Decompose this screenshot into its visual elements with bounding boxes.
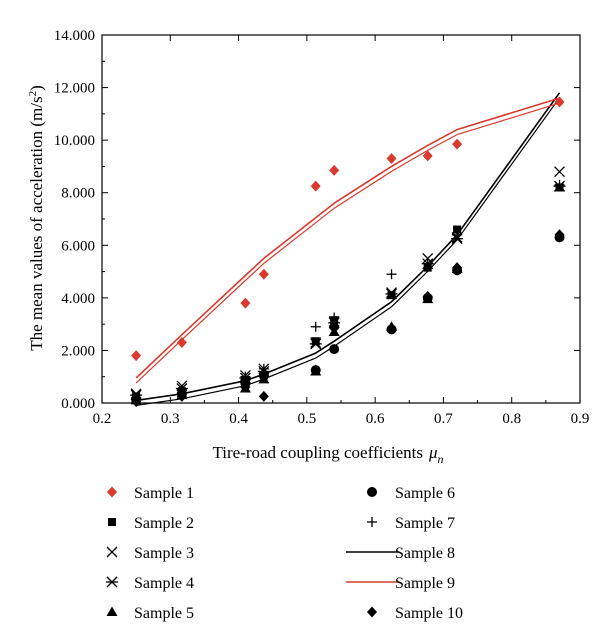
legend-label-sample-8: Sample 8	[395, 545, 455, 562]
y-tick-label: 8.000	[61, 186, 95, 202]
legend-label-sample-7: Sample 7	[395, 515, 455, 532]
x-axis-title-symbol: μ	[428, 443, 438, 462]
legend-marker-sample-4	[106, 576, 118, 588]
sample-9-fit-line-band	[135, 102, 560, 384]
y-tick-label: 12.000	[54, 81, 95, 97]
x-tick-label: 0.7	[434, 411, 453, 427]
sample-3-point	[554, 166, 565, 178]
legend-marker-sample-6	[367, 487, 377, 497]
sample-1-point	[386, 153, 397, 165]
legend-marker-sample-3-stroke-b	[106, 546, 118, 558]
y-tick-label: 4.000	[61, 291, 95, 307]
sample-7-point	[452, 229, 463, 240]
y-axis-title: The mean values of acceleration (m/s2)	[27, 85, 46, 351]
x-axis-title-subscript: n	[438, 452, 444, 466]
x-tick-label: 0.8	[502, 411, 521, 427]
sample-1-point	[131, 350, 142, 362]
data-markers	[130, 96, 566, 408]
sample-3-point	[386, 287, 397, 299]
y-tick-label: 14.000	[54, 28, 95, 44]
sample-8-fit-line-band	[136, 97, 560, 406]
sample-7-point	[386, 269, 397, 280]
tick-labels: 0.2 0.3 0.4 0.5 0.6 0.7 0.8 0.9 0.000 2.000 4.000 6…	[54, 28, 590, 427]
sample-1-point	[422, 150, 433, 162]
sample-10-point	[258, 390, 269, 402]
sample-10-point	[422, 291, 433, 303]
sample-6-point	[258, 370, 269, 381]
legend: Sample 1 Sample 2 Sample 3 Sample 4 Sample 5…	[106, 485, 463, 622]
legend-marker-sample-2	[108, 518, 116, 526]
sample-10-point	[452, 262, 463, 274]
sample-2-point	[387, 291, 396, 300]
sample-3-point-stroke-b	[422, 252, 434, 264]
sample-1-point	[258, 268, 269, 280]
sample-6-point	[329, 344, 340, 355]
x-tick-label: 0.2	[93, 411, 112, 427]
sample-7-point	[422, 258, 433, 269]
legend-marker-sample-7	[367, 517, 377, 527]
y-axis-title-text: The mean values of acceleration (m/s	[27, 96, 46, 350]
y-tick-label: 2.000	[61, 343, 95, 359]
sample-1-point	[554, 96, 565, 108]
sample-3-point-stroke-b	[554, 166, 565, 178]
sample-2-point	[311, 337, 320, 346]
legend-marker-sample-10	[367, 606, 377, 618]
x-tick-label: 0.3	[161, 411, 180, 427]
legend-marker-sample-1	[107, 486, 117, 498]
axis-ticks	[101, 34, 581, 404]
legend-label-sample-3: Sample 3	[134, 545, 194, 562]
sample-10-point	[240, 381, 251, 393]
sample-3-point-stroke-b	[310, 337, 322, 349]
sample-10-point	[310, 364, 321, 376]
y-axis-title-close: )	[27, 85, 46, 91]
legend-label-sample-6: Sample 6	[395, 485, 455, 502]
x-tick-label: 0.5	[297, 411, 316, 427]
sample-10-point	[386, 322, 397, 334]
sample-4-point	[309, 338, 322, 350]
sample-3-point	[422, 252, 434, 264]
sample-1-point	[176, 337, 187, 349]
sample-3-point	[310, 337, 322, 349]
y-tick-label: 10.000	[54, 133, 95, 149]
sample-10-point	[329, 322, 340, 334]
sample-10-point	[176, 390, 187, 402]
sample-1-point	[452, 138, 463, 150]
legend-label-sample-1: Sample 1	[134, 485, 194, 502]
sample-4-point	[385, 288, 398, 300]
sample-7-point	[310, 321, 321, 332]
fit-lines	[135, 92, 561, 406]
legend-label-sample-5: Sample 5	[134, 605, 194, 622]
y-tick-label: 6.000	[61, 238, 95, 254]
sample-7-point	[258, 363, 269, 374]
x-tick-label: 0.9	[571, 411, 590, 427]
legend-label-sample-4: Sample 4	[134, 575, 194, 592]
x-tick-label: 0.6	[366, 411, 385, 427]
sample-9-fit-line	[135, 97, 560, 379]
sample-7-point	[554, 179, 565, 190]
legend-marker-sample-3	[106, 546, 118, 558]
sample-2-point	[453, 225, 462, 234]
sample-7-point	[240, 371, 251, 382]
sample-7-point	[329, 312, 340, 323]
legend-marker-sample-5	[106, 606, 118, 616]
sample-3-point-stroke-b	[386, 287, 397, 299]
y-axis-title-superscript: 2	[27, 91, 39, 97]
sample-1-point	[310, 180, 321, 192]
x-tick-label: 0.4	[229, 411, 248, 427]
sample-10-point	[554, 229, 565, 241]
sample-1-point	[240, 297, 251, 309]
legend-label-sample-9: Sample 9	[395, 575, 455, 592]
sample-8-fit-line	[135, 92, 561, 402]
legend-label-sample-10: Sample 10	[395, 605, 463, 622]
legend-label-sample-2: Sample 2	[134, 515, 194, 532]
sample-1-point	[329, 164, 340, 176]
x-axis-title-text: Tire-road coupling coefficients	[212, 443, 423, 462]
y-tick-label: 0.000	[61, 396, 95, 412]
x-axis-title: Tire-road coupling coefficients μn	[212, 443, 443, 466]
